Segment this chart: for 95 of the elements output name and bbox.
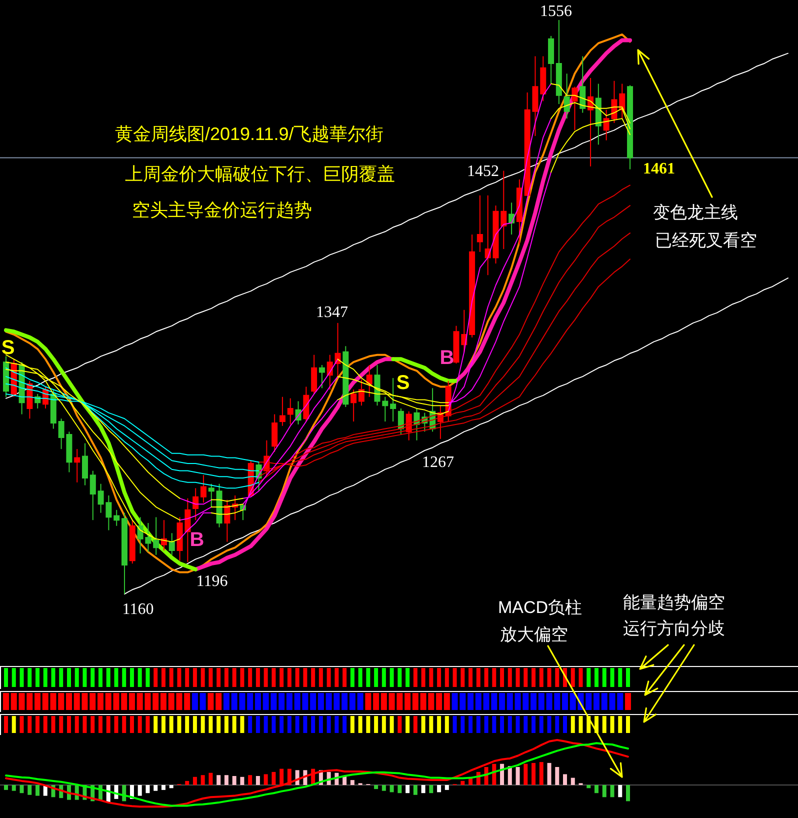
- candlestick: [390, 378, 396, 422]
- bar: [421, 785, 426, 794]
- candlestick: [153, 516, 160, 556]
- candlestick: [350, 389, 357, 422]
- bar: [555, 767, 560, 785]
- bar: [146, 785, 150, 794]
- candlestick: [200, 474, 206, 504]
- candlestick: [366, 364, 372, 398]
- bar: [280, 768, 284, 785]
- candlestick: [500, 170, 507, 250]
- bar: [20, 785, 24, 794]
- bar: [216, 775, 221, 785]
- ref-line-label: 1461: [643, 160, 675, 178]
- candlestick: [476, 194, 483, 252]
- annotation: B: [440, 347, 454, 369]
- bar: [413, 785, 418, 795]
- candlestick: [279, 396, 286, 426]
- bar: [382, 785, 386, 791]
- candlestick: [398, 408, 404, 436]
- annotation: 1347: [316, 304, 348, 321]
- candlestick: [572, 86, 578, 131]
- candlestick: [114, 509, 120, 526]
- candlestick: [168, 532, 175, 556]
- bar: [524, 764, 528, 785]
- bar: [154, 785, 158, 791]
- annotation: 1452: [467, 163, 499, 180]
- candlestick: [311, 354, 318, 394]
- bar: [248, 775, 252, 785]
- bar: [208, 772, 213, 785]
- candlestick: [358, 378, 364, 406]
- candlestick: [303, 386, 310, 422]
- bar: [192, 776, 197, 785]
- bar: [547, 762, 552, 785]
- candlestick: [192, 488, 199, 521]
- bar: [539, 762, 544, 785]
- bar: [586, 785, 591, 788]
- candlestick: [90, 470, 96, 521]
- bar: [4, 785, 8, 790]
- bar: [532, 762, 536, 785]
- bar: [161, 785, 166, 790]
- annotation: 变色龙主线: [653, 203, 738, 222]
- bar: [626, 785, 630, 802]
- bar: [232, 776, 236, 785]
- text: 放大偏空: [500, 625, 568, 644]
- text: 黄金周线图/2019.11.9/飞越華尔街: [115, 124, 384, 144]
- bar: [240, 776, 244, 785]
- bar: [460, 780, 465, 785]
- bar: [272, 772, 276, 785]
- bar: [35, 785, 40, 796]
- annotation: 空头主导金价运行趋势: [132, 200, 312, 220]
- annotation: 上周金价大幅破位下行、巨阴覆盖: [125, 164, 395, 184]
- bar: [602, 785, 606, 798]
- annotation: 能量趋势偏空: [623, 593, 725, 612]
- bar: [169, 785, 174, 788]
- text: 1160: [122, 601, 154, 618]
- bar: [224, 775, 228, 785]
- candlestick: [318, 364, 325, 389]
- bar: [516, 767, 520, 785]
- bar: [618, 785, 622, 798]
- candlestick: [287, 398, 294, 425]
- bar: [429, 785, 434, 794]
- candlestick: [74, 448, 80, 483]
- candlestick: [272, 414, 278, 452]
- bar: [563, 774, 568, 785]
- candlestick: [82, 442, 88, 486]
- candlestick: [580, 56, 586, 114]
- candlestick: [208, 483, 214, 508]
- bar: [398, 785, 402, 794]
- annotation: 已经死叉看空: [655, 231, 757, 250]
- bar: [570, 778, 575, 785]
- bar: [350, 780, 354, 785]
- text: 运行方向分歧: [623, 619, 725, 638]
- bar: [437, 785, 442, 792]
- text: MACD负柱: [498, 598, 582, 617]
- annotation: 1267: [422, 454, 454, 471]
- bar: [12, 785, 16, 791]
- annotation: 1196: [196, 573, 228, 590]
- annotation: 1556: [540, 3, 572, 20]
- bar: [444, 785, 449, 790]
- bar: [264, 774, 268, 785]
- annotation: B: [190, 529, 204, 551]
- bar: [138, 785, 142, 796]
- bar: [406, 785, 410, 794]
- bar: [256, 776, 260, 785]
- annotation: S: [396, 372, 410, 394]
- bar: [390, 785, 394, 792]
- bar: [374, 785, 378, 790]
- bar: [594, 785, 599, 794]
- bar: [200, 775, 205, 785]
- annotation: S: [1, 337, 15, 359]
- bar: [28, 785, 32, 795]
- bar: [610, 785, 614, 798]
- bar: [185, 780, 190, 785]
- candlestick: [224, 499, 230, 542]
- candlestick: [564, 73, 570, 120]
